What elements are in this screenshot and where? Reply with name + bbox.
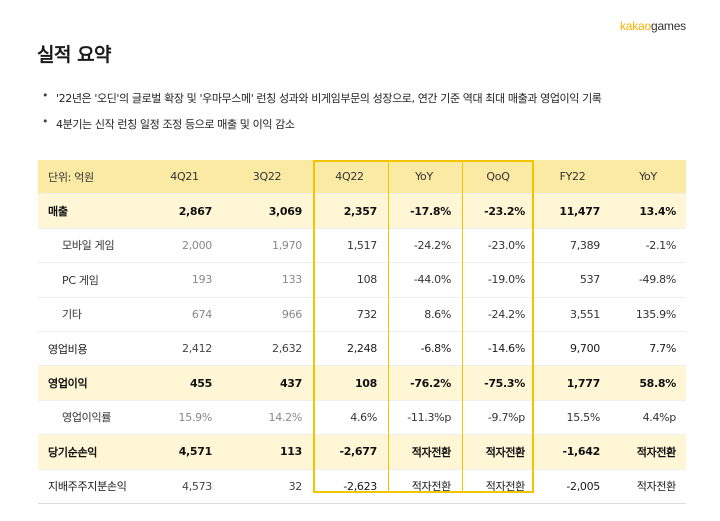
cell: 4.4%p [610, 400, 686, 436]
cell: 135.9% [610, 297, 686, 332]
cell: 적자전환 [461, 434, 535, 470]
table-header-row: 단위: 억원 4Q21 3Q22 4Q22 YoY QoQ FY22 YoY [38, 160, 686, 195]
cell: -23.0% [461, 228, 535, 264]
cell: 537 [535, 262, 610, 298]
bullet-item: '22년은 '오딘'의 글로벌 확장 및 '우마무스메' 런칭 성과와 비게임부… [42, 89, 602, 106]
table-row: 기타 674 966 732 8.6% -24.2% 3,551 135.9% [38, 297, 686, 332]
cell: 674 [147, 297, 222, 332]
cell: 455 [147, 365, 222, 401]
cell: 1,777 [535, 365, 610, 401]
cell: -19.0% [461, 262, 535, 298]
summary-bullets: '22년은 '오딘'의 글로벌 확장 및 '우마무스메' 런칭 성과와 비게임부… [42, 89, 602, 142]
row-label: 기타 [38, 297, 147, 332]
cell: 7.7% [610, 331, 686, 367]
kakaogames-logo: kakaogames [619, 19, 686, 33]
cell: -24.2% [461, 297, 535, 332]
cell: 13.4% [610, 193, 686, 229]
cell: 113 [222, 434, 312, 470]
cell: -6.8% [387, 331, 461, 367]
header-cell: QoQ [461, 160, 535, 195]
cell: -23.2% [461, 193, 535, 229]
cell: 2,867 [147, 193, 222, 229]
table-row: 영업이익 455 437 108 -76.2% -75.3% 1,777 58.… [38, 365, 686, 401]
row-label: 지배주주지분손익 [38, 469, 147, 504]
cell: 적자전환 [387, 469, 461, 504]
cell: 4.6% [312, 400, 387, 436]
cell: -2,005 [535, 469, 610, 504]
cell: 4,573 [147, 469, 222, 504]
cell: -14.6% [461, 331, 535, 367]
cell: 966 [222, 297, 312, 332]
cell: 적자전환 [610, 469, 686, 504]
cell: 14.2% [222, 400, 312, 436]
cell: -9.7%p [461, 400, 535, 436]
cell: 11,477 [535, 193, 610, 229]
cell: -17.8% [387, 193, 461, 229]
table-row: 모바일 게임 2,000 1,970 1,517 -24.2% -23.0% 7… [38, 228, 686, 264]
cell: 2,000 [147, 228, 222, 264]
row-label: 영업비용 [38, 331, 147, 367]
cell: 15.5% [535, 400, 610, 436]
cell: -44.0% [387, 262, 461, 298]
cell: -1,642 [535, 434, 610, 470]
table-row: 지배주주지분손익 4,573 32 -2,623 적자전환 적자전환 -2,00… [38, 469, 686, 504]
cell: 108 [312, 262, 387, 298]
header-cell: 4Q22 [312, 160, 387, 195]
cell: 3,551 [535, 297, 610, 332]
cell: 7,389 [535, 228, 610, 264]
page-title: 실적 요약 [37, 44, 112, 66]
cell: 1,517 [312, 228, 387, 264]
header-cell: 3Q22 [222, 160, 312, 195]
cell: 2,632 [222, 331, 312, 367]
table-row: 당기순손익 4,571 113 -2,677 적자전환 적자전환 -1,642 … [38, 434, 686, 470]
table-row: 영업비용 2,412 2,632 2,248 -6.8% -14.6% 9,70… [38, 331, 686, 367]
cell: 2,412 [147, 331, 222, 367]
cell: 1,970 [222, 228, 312, 264]
cell: -11.3%p [387, 400, 461, 436]
bullet-item: 4분기는 신작 런칭 일정 조정 등으로 매출 및 이익 감소 [42, 115, 602, 132]
cell: 2,357 [312, 193, 387, 229]
cell: 732 [312, 297, 387, 332]
cell: 3,069 [222, 193, 312, 229]
table-row: 영업이익률 15.9% 14.2% 4.6% -11.3%p -9.7%p 15… [38, 400, 686, 436]
cell: -2,623 [312, 469, 387, 504]
cell: -75.3% [461, 365, 535, 401]
row-label: 당기순손익 [38, 434, 147, 470]
cell: 193 [147, 262, 222, 298]
cell: 2,248 [312, 331, 387, 367]
cell: 108 [312, 365, 387, 401]
cell: 적자전환 [610, 434, 686, 470]
row-label: 모바일 게임 [38, 228, 147, 264]
cell: 15.9% [147, 400, 222, 436]
cell: -2,677 [312, 434, 387, 470]
cell: -49.8% [610, 262, 686, 298]
cell: 437 [222, 365, 312, 401]
table-row: 매출 2,867 3,069 2,357 -17.8% -23.2% 11,47… [38, 193, 686, 229]
header-cell: YoY [610, 160, 686, 195]
cell: -24.2% [387, 228, 461, 264]
cell: 8.6% [387, 297, 461, 332]
cell: 58.8% [610, 365, 686, 401]
row-label: 영업이익률 [38, 400, 147, 436]
cell: 적자전환 [387, 434, 461, 470]
header-cell: YoY [387, 160, 461, 195]
row-label: 매출 [38, 193, 147, 229]
table-row: PC 게임 193 133 108 -44.0% -19.0% 537 -49.… [38, 262, 686, 298]
cell: -76.2% [387, 365, 461, 401]
cell: 적자전환 [461, 469, 535, 504]
header-cell: 단위: 억원 [38, 160, 147, 195]
cell: 4,571 [147, 434, 222, 470]
cell: 133 [222, 262, 312, 298]
cell: 9,700 [535, 331, 610, 367]
financial-summary-table: 단위: 억원 4Q21 3Q22 4Q22 YoY QoQ FY22 YoY 매… [38, 160, 686, 504]
cell: 32 [222, 469, 312, 504]
header-cell: 4Q21 [147, 160, 222, 195]
row-label: 영업이익 [38, 365, 147, 401]
header-cell: FY22 [535, 160, 610, 195]
cell: -2.1% [610, 228, 686, 264]
row-label: PC 게임 [38, 262, 147, 298]
